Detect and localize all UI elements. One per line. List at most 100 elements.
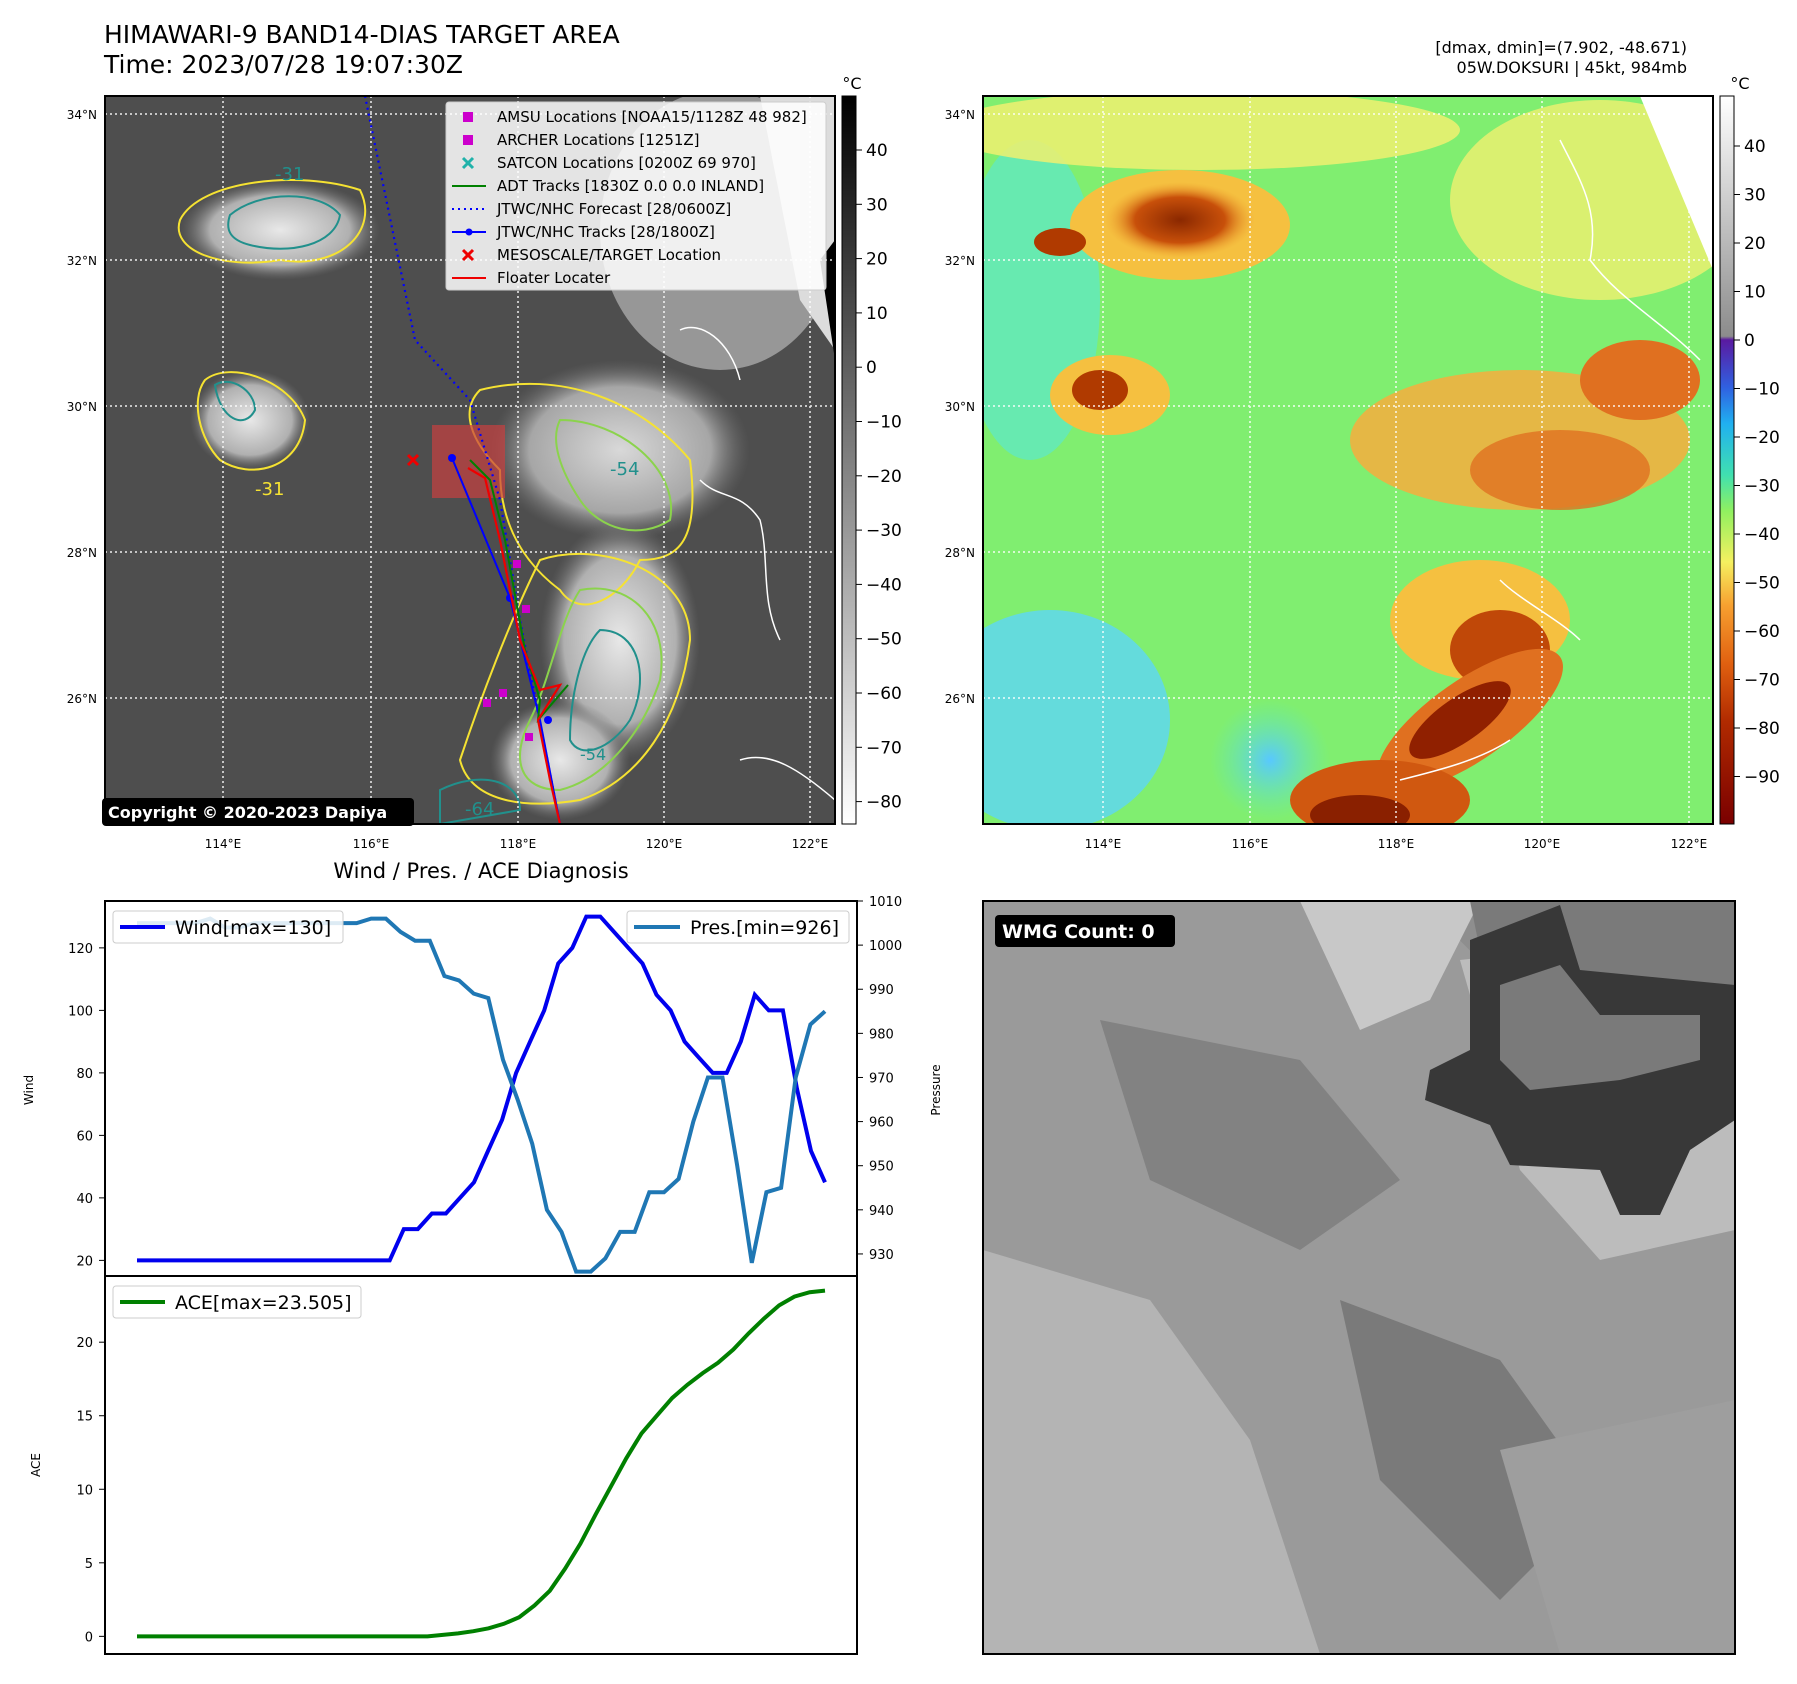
wind-axis-label: Wind [22, 1075, 36, 1105]
copyright-badge [102, 798, 414, 826]
legend-label: ADT Tracks [1830Z 0.0 0.0 INLAND] [497, 177, 764, 195]
legend-entry: AMSU Locations [NOAA15/1128Z 48 982] [463, 108, 807, 126]
legend-square-marker [463, 112, 473, 122]
latitude-label: 34°N [945, 108, 975, 122]
wind-axis-tick-label: 60 [76, 1129, 93, 1144]
colorbar-tick-label: 40 [1744, 137, 1766, 157]
ace-series-line [137, 1288, 826, 1639]
right-map-frame [982, 95, 1714, 825]
legend-label: JTWC/NHC Tracks [28/1800Z] [496, 223, 715, 241]
contour-label: -54 [580, 745, 606, 764]
contour-label: -64 [465, 799, 494, 820]
legend-entry: JTWC/NHC Forecast [28/0600Z] [452, 200, 731, 218]
colorbar-tick-label: 10 [866, 304, 888, 324]
longitude-label: 116°E [1232, 837, 1269, 851]
right-colorbar-unit: °C [1730, 74, 1749, 93]
right-enhanced-map [983, 96, 1713, 824]
ace-legend-label: ACE[max=23.505] [175, 1292, 352, 1314]
colorbar-tick-label: 0 [1744, 331, 1755, 351]
colorbar-tick-label: 30 [1744, 186, 1766, 206]
colorbar-tick-label: −90 [1744, 768, 1780, 788]
legend-label: AMSU Locations [NOAA15/1128Z 48 982] [497, 108, 807, 126]
longitude-label: 114°E [1085, 837, 1122, 851]
diagnosis-title: Wind / Pres. / ACE Diagnosis [333, 859, 628, 883]
pressure-axis-label: Pressure [929, 1064, 943, 1115]
legend-label: Floater Locater [497, 269, 611, 287]
longitude-label: 122°E [1671, 837, 1708, 851]
pressure-legend: Pres.[min=926] [626, 910, 850, 944]
colorbar-tick-label: −50 [1744, 574, 1780, 594]
colorbar-tick-label: −70 [866, 738, 902, 758]
legend-entry: SATCON Locations [0200Z 69 970] [461, 154, 756, 172]
wind-axis-tick-label: 80 [76, 1067, 93, 1082]
colorbar-tick-label: −20 [1744, 428, 1780, 448]
colorbar-tick-label: 20 [866, 250, 888, 270]
colorbar-tick-label: −40 [866, 575, 902, 595]
pressure-axis-tick-label: 970 [869, 1071, 894, 1086]
dmax-dmin-label: [dmax, dmin]=(7.902, -48.671) [1435, 38, 1687, 57]
contour-label: -31 [275, 164, 304, 185]
longitude-label: 114°E [205, 837, 242, 851]
longitude-label: 116°E [353, 837, 390, 851]
pressure-legend-label: Pres.[min=926] [690, 917, 839, 939]
wind-legend-label: Wind[max=130] [175, 917, 331, 939]
pressure-axis-tick-label: 940 [869, 1204, 894, 1219]
legend-square-marker [463, 135, 473, 145]
colorbar-tick-label: −70 [1744, 671, 1780, 691]
ace-axis-tick-label: 5 [85, 1557, 93, 1572]
figure-title: HIMAWARI-9 BAND14-DIAS TARGET AREA [104, 20, 620, 49]
right-colorbar [1719, 95, 1735, 825]
colorbar-tick-label: 20 [1744, 234, 1766, 254]
colorbar-tick-label: −10 [1744, 380, 1780, 400]
left-map-frame [104, 95, 836, 825]
legend-entry: Floater Locater [452, 269, 611, 287]
colorbar-tick-label: 10 [1744, 283, 1766, 303]
latitude-label: 32°N [67, 254, 97, 268]
wind-series-line [137, 914, 827, 1263]
legend-x-marker [461, 156, 475, 170]
latitude-label: 26°N [67, 692, 97, 706]
latitude-label: 28°N [945, 546, 975, 560]
legend-entry: ADT Tracks [1830Z 0.0 0.0 INLAND] [452, 177, 764, 195]
legend-x-marker [461, 248, 475, 262]
legend-entry: JTWC/NHC Tracks [28/1800Z] [452, 223, 715, 241]
legend-entry: MESOSCALE/TARGET Location [461, 246, 721, 264]
ace-axis-tick-label: 0 [85, 1630, 93, 1645]
legend-label: JTWC/NHC Forecast [28/0600Z] [496, 200, 731, 218]
longitude-label: 120°E [646, 837, 683, 851]
pressure-axis-tick-label: 1010 [869, 895, 902, 910]
wind-axis-tick-label: 120 [68, 942, 93, 957]
colorbar-tick-label: −30 [1744, 477, 1780, 497]
colorbar-tick-label: 40 [866, 141, 888, 161]
latitude-label: 28°N [67, 546, 97, 560]
contour-label: -31 [255, 479, 284, 500]
latitude-label: 30°N [67, 400, 97, 414]
longitude-label: 118°E [1378, 837, 1415, 851]
latitude-label: 34°N [67, 108, 97, 122]
colorbar-tick-label: −50 [866, 630, 902, 650]
latitude-label: 32°N [945, 254, 975, 268]
latitude-label: 30°N [945, 400, 975, 414]
wind-axis-tick-label: 40 [76, 1192, 93, 1207]
storm-info-label: 05W.DOKSURI | 45kt, 984mb [1456, 58, 1687, 77]
legend-label: MESOSCALE/TARGET Location [497, 246, 721, 264]
wmg-count-label: WMG Count: 0 [1002, 921, 1155, 943]
ace-axis-label: ACE [29, 1453, 43, 1477]
ace-axis-tick-label: 20 [76, 1336, 93, 1351]
colorbar-tick-label: 30 [866, 195, 888, 215]
ace-legend: ACE[max=23.505] [112, 1285, 362, 1319]
colorbar-tick-label: 0 [866, 358, 877, 378]
pressure-axis-tick-label: 990 [869, 983, 894, 998]
wind-axis-tick-label: 20 [76, 1254, 93, 1269]
wmg-panel: WMG Count: 0 [983, 901, 1735, 1654]
pressure-axis-tick-label: 1000 [869, 939, 902, 954]
latitude-label: 26°N [945, 692, 975, 706]
left-map-legend: AMSU Locations [NOAA15/1128Z 48 982] ARCH… [445, 101, 827, 291]
wind-pressure-axes [104, 900, 858, 1277]
contour-label: -54 [610, 459, 639, 480]
ace-axis-tick-label: 10 [76, 1483, 93, 1498]
wmg-frame [982, 900, 1736, 1655]
legend-entry: ARCHER Locations [1251Z] [463, 131, 700, 149]
legend-label: ARCHER Locations [1251Z] [497, 131, 700, 149]
